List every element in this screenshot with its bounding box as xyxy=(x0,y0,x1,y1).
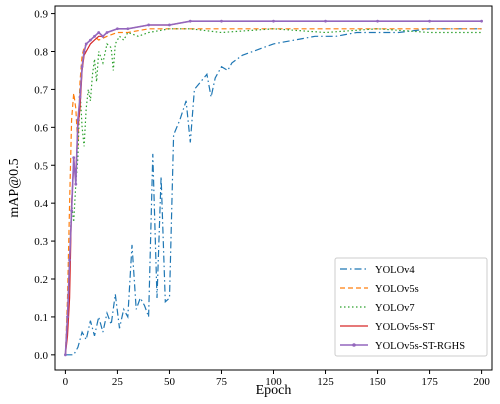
y-tick-label: 0.4 xyxy=(34,198,48,210)
y-tick-label: 0.1 xyxy=(34,312,48,324)
x-tick-label: 125 xyxy=(317,376,334,388)
data-point-yolov5s-st-rghs xyxy=(220,19,223,23)
data-point-yolov5s-st-rghs xyxy=(101,34,105,38)
plot-series xyxy=(64,19,483,357)
data-point-yolov5s-st-rghs xyxy=(76,118,80,122)
x-tick-label: 75 xyxy=(216,376,228,388)
data-point-yolov5s-st-rghs xyxy=(82,50,86,53)
data-point-yolov5s-st-rghs xyxy=(376,19,379,23)
y-tick-label: 0.5 xyxy=(34,160,48,172)
y-tick-label: 0.2 xyxy=(34,274,48,286)
data-point-yolov5s-st-rghs xyxy=(64,353,67,357)
y-tick-label: 0.7 xyxy=(34,84,48,96)
data-point-yolov5s-st-rghs xyxy=(74,182,78,186)
data-point-yolov5s-st-rghs xyxy=(84,42,88,46)
data-point-yolov5s-st-rghs xyxy=(428,19,431,23)
legend-label-yolov4: YOLOv4 xyxy=(375,265,415,276)
data-point-yolov5s-st-rghs xyxy=(88,38,92,42)
y-axis-label: mAP@0.5 xyxy=(7,158,22,217)
x-tick-label: 150 xyxy=(369,376,386,388)
y-tick-label: 0.9 xyxy=(34,9,48,21)
data-point-yolov5s-st-rghs xyxy=(126,27,130,31)
x-tick-label: 175 xyxy=(421,376,438,388)
series-line-yolov4 xyxy=(65,28,482,356)
y-tick-label: 0.6 xyxy=(34,122,48,134)
y-tick-label: 0.8 xyxy=(34,47,48,59)
legend-label-yolov5s-st-rghs: YOLOv5s-ST-RGHS xyxy=(375,341,465,352)
data-point-yolov5s-st-rghs xyxy=(80,65,84,69)
data-point-yolov5s-st-rghs xyxy=(97,31,101,34)
data-point-yolov5s-st-rghs xyxy=(93,34,96,38)
data-point-yolov5s-st-rghs xyxy=(72,156,76,160)
data-point-yolov5s-st-rghs xyxy=(168,23,171,27)
data-point-yolov5s-st-rghs xyxy=(147,23,151,27)
data-point-yolov5s-st-rghs xyxy=(324,19,327,23)
legend-marker-yolov5s-st-rghs xyxy=(352,343,356,347)
legend: YOLOv4 YOLOv5s YOLOv7 YOLOv5s-ST YOLOv5s-ST-… xyxy=(334,257,488,357)
data-point-yolov5s-st-rghs xyxy=(66,315,69,319)
data-point-yolov5s-st-rghs xyxy=(68,258,71,262)
x-tick-label: 200 xyxy=(473,376,490,388)
x-tick-label: 50 xyxy=(164,376,176,388)
data-point-yolov5s-st-rghs xyxy=(272,19,275,23)
legend-box xyxy=(334,257,488,357)
y-tick-label: 0.3 xyxy=(34,236,48,248)
x-axis-ticks: 0 25 50 75 100 125 150 175 200 xyxy=(63,370,490,388)
legend-label-yolov5s: YOLOv5s xyxy=(375,284,419,295)
x-tick-label: 25 xyxy=(112,376,124,388)
y-axis-ticks: 0.0 0.1 0.2 0.3 0.4 0.5 0.6 0.7 0.8 0.9 xyxy=(34,9,55,362)
series-line-yolov7 xyxy=(64,28,482,355)
y-tick-label: 0.0 xyxy=(34,350,48,362)
data-point-yolov5s-st-rghs xyxy=(78,95,82,99)
data-point-yolov5s-st-rghs xyxy=(70,209,74,213)
data-point-yolov5s-st-rghs xyxy=(105,31,109,34)
data-point-yolov5s-st-rghs xyxy=(188,19,192,23)
x-tick-label: 0 xyxy=(63,376,69,388)
data-point-yolov5s-st-rghs xyxy=(480,19,483,23)
legend-label-yolov7: YOLOv7 xyxy=(375,303,415,314)
x-tick-label: 100 xyxy=(265,376,282,388)
x-axis-label: Epoch xyxy=(256,383,292,398)
data-point-yolov5s-st-rghs xyxy=(116,27,119,31)
legend-label-yolov5s-st: YOLOv5s-ST xyxy=(375,322,435,333)
